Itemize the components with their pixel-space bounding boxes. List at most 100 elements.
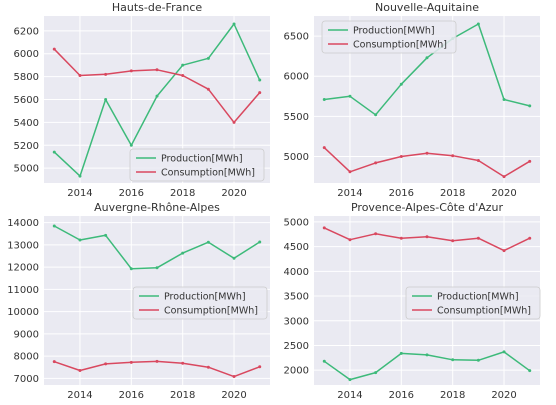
y-tick-label: 8000 — [14, 352, 39, 363]
chart-title: Provence-Alpes-Côte d'Azur — [351, 201, 504, 214]
legend-box — [132, 286, 268, 320]
data-point — [528, 159, 532, 163]
y-tick-label: 5600 — [14, 95, 39, 106]
data-point — [78, 369, 82, 373]
data-point — [451, 239, 455, 243]
data-point — [476, 22, 480, 26]
y-tick-label: 4500 — [284, 242, 309, 253]
data-point — [52, 224, 56, 228]
legend-label: Consumption[MWh] — [353, 40, 447, 51]
legend-label: Consumption[MWh] — [437, 306, 531, 317]
data-point — [232, 375, 236, 379]
subplot-1: 5000 5500 6000 6500 2014 2016 2018 2020 Nouvelle… — [284, 1, 540, 199]
subplot-0: 5000 5200 5400 5600 5800 6000 6200 2014 2016 2018… — [14, 1, 270, 199]
x-tick-label: 2020 — [221, 390, 246, 401]
data-point — [78, 238, 82, 242]
data-point — [399, 351, 403, 355]
data-point — [374, 161, 378, 165]
data-point — [399, 82, 403, 86]
data-point — [399, 236, 403, 240]
y-tick-label: 6200 — [14, 26, 39, 37]
data-point — [322, 146, 326, 150]
subplot-2: 7000 8000 9000 10000 11000 12000 13000 14000 201… — [7, 201, 270, 401]
data-point — [322, 98, 326, 101]
data-point — [206, 87, 210, 91]
data-point — [104, 233, 108, 237]
chart-title: Nouvelle-Aquitaine — [375, 1, 479, 14]
data-point — [129, 360, 133, 364]
data-point — [502, 98, 506, 101]
data-point — [374, 371, 378, 375]
x-tick-label: 2014 — [337, 390, 362, 401]
data-point — [104, 98, 108, 101]
data-point — [374, 113, 378, 117]
data-point — [348, 94, 352, 98]
data-point — [425, 235, 429, 239]
data-point — [258, 91, 262, 95]
legend-box — [129, 148, 265, 182]
data-point — [502, 175, 506, 179]
data-point — [425, 151, 429, 155]
y-tick-label: 5500 — [284, 112, 309, 123]
data-point — [502, 249, 506, 253]
x-tick-label: 2016 — [119, 188, 144, 199]
x-tick-label: 2014 — [67, 188, 92, 199]
y-tick-label: 10000 — [7, 307, 39, 318]
legend-label: Consumption[MWh] — [164, 306, 258, 317]
legend-label: Production[MWh] — [161, 154, 243, 165]
x-tick-label: 2020 — [491, 390, 516, 401]
y-tick-label: 3000 — [284, 316, 309, 327]
data-point — [155, 359, 159, 363]
legend-label: Consumption[MWh] — [161, 168, 255, 179]
legend-box — [405, 286, 541, 320]
data-point — [78, 174, 82, 178]
y-tick-label: 4000 — [284, 267, 309, 278]
data-point — [52, 150, 56, 154]
x-tick-label: 2020 — [491, 188, 516, 199]
data-point — [232, 256, 236, 260]
y-tick-label: 6000 — [284, 72, 309, 83]
y-tick-label: 5000 — [14, 164, 39, 175]
data-point — [528, 104, 532, 108]
y-tick-label: 12000 — [7, 263, 39, 274]
y-tick-label: 2000 — [284, 366, 309, 377]
y-tick-label: 5200 — [14, 141, 39, 152]
y-tick-label: 14000 — [7, 218, 39, 229]
x-tick-label: 2016 — [119, 390, 144, 401]
chart-title: Hauts-de-France — [112, 1, 203, 14]
data-point — [322, 226, 326, 230]
data-point — [399, 155, 403, 159]
x-tick-label: 2020 — [221, 188, 246, 199]
x-tick-label: 2014 — [337, 188, 362, 199]
data-point — [374, 232, 378, 236]
x-tick-label: 2018 — [170, 188, 195, 199]
y-tick-label: 5800 — [14, 72, 39, 83]
data-point — [206, 56, 210, 60]
x-tick-label: 2016 — [389, 188, 414, 199]
data-point — [155, 68, 159, 72]
y-tick-label: 7000 — [14, 374, 39, 385]
x-tick-label: 2018 — [440, 188, 465, 199]
x-tick-label: 2018 — [170, 390, 195, 401]
data-point — [348, 378, 352, 382]
data-point — [155, 94, 159, 98]
y-tick-label: 11000 — [7, 285, 39, 296]
data-point — [181, 361, 185, 365]
data-point — [104, 72, 108, 76]
data-point — [258, 78, 262, 82]
legend-box — [321, 20, 457, 54]
data-point — [181, 73, 185, 77]
data-point — [129, 267, 133, 271]
y-tick-label: 6500 — [284, 32, 309, 43]
data-point — [232, 22, 236, 26]
data-point — [258, 365, 262, 369]
data-point — [181, 63, 185, 67]
data-point — [528, 369, 532, 373]
data-point — [232, 120, 236, 124]
y-tick-label: 2500 — [284, 341, 309, 352]
data-point — [206, 240, 210, 244]
data-point — [502, 350, 506, 354]
data-point — [451, 154, 455, 158]
data-point — [528, 236, 532, 240]
